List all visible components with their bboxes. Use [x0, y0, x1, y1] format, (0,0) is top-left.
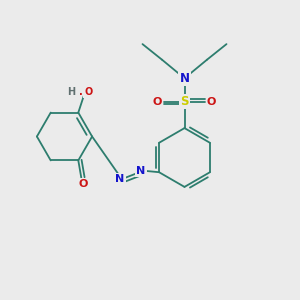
Text: O: O — [207, 97, 216, 107]
Text: N: N — [179, 72, 190, 85]
Text: .: . — [79, 87, 83, 97]
Text: S: S — [180, 95, 189, 108]
Text: O: O — [153, 97, 162, 107]
Text: O: O — [78, 179, 88, 189]
Text: N: N — [116, 174, 125, 184]
Text: N: N — [136, 166, 146, 176]
Text: O: O — [84, 87, 93, 97]
Text: H: H — [67, 87, 75, 97]
